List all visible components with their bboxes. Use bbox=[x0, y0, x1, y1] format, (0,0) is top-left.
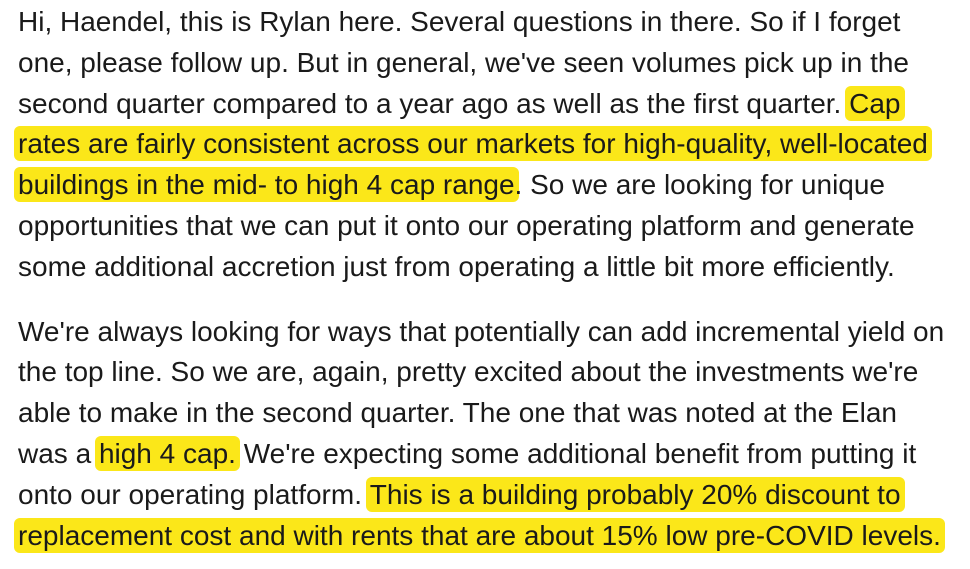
highlighted-text: Cap bbox=[845, 85, 905, 121]
text-line: rates are fairly consistent across our m… bbox=[14, 124, 968, 165]
paragraph: Hi, Haendel, this is Rylan here. Several… bbox=[14, 2, 968, 288]
text-line: Hi, Haendel, this is Rylan here. Several… bbox=[18, 2, 968, 43]
text-line: second quarter compared to a year ago as… bbox=[18, 84, 968, 125]
highlighted-text: rates are fairly consistent across our m… bbox=[14, 126, 932, 162]
text-line: was a high 4 cap. We're expecting some a… bbox=[18, 434, 968, 475]
text-line: onto our operating platform. This is a b… bbox=[18, 475, 968, 516]
text-line: one, please follow up. But in general, w… bbox=[18, 43, 968, 84]
highlighted-text: buildings in the mid- to high 4 cap rang… bbox=[14, 167, 519, 203]
text-segment: the top line. So we are, again, pretty e… bbox=[18, 356, 919, 388]
text-line: buildings in the mid- to high 4 cap rang… bbox=[14, 165, 968, 206]
highlighted-text: replacement cost and with rents that are… bbox=[14, 517, 945, 553]
paragraph-gap bbox=[18, 288, 968, 312]
text-segment: able to make in the second quarter. The … bbox=[18, 397, 897, 429]
transcript-text: Hi, Haendel, this is Rylan here. Several… bbox=[14, 2, 968, 557]
text-segment: some additional accretion just from oper… bbox=[18, 250, 895, 282]
text-line: some additional accretion just from oper… bbox=[18, 247, 968, 288]
text-line: We're always looking for ways that poten… bbox=[18, 312, 968, 353]
text-line: replacement cost and with rents that are… bbox=[14, 516, 968, 557]
highlighted-text: This is a building probably 20% discount… bbox=[365, 476, 905, 512]
text-segment: one, please follow up. But in general, w… bbox=[18, 46, 909, 78]
paragraph: We're always looking for ways that poten… bbox=[14, 312, 968, 557]
text-segment: We're expecting some additional benefit … bbox=[235, 437, 917, 469]
text-segment: We're always looking for ways that poten… bbox=[18, 315, 945, 347]
text-line: able to make in the second quarter. The … bbox=[18, 393, 968, 434]
text-segment: opportunities that we can put it onto ou… bbox=[18, 209, 915, 241]
highlighted-text: high 4 cap. bbox=[94, 435, 240, 471]
text-segment: Hi, Haendel, this is Rylan here. Several… bbox=[18, 6, 901, 37]
text-line: opportunities that we can put it onto ou… bbox=[18, 206, 968, 247]
text-segment: . So we are looking for unique bbox=[514, 169, 885, 201]
text-segment: was a bbox=[18, 437, 99, 469]
text-segment: second quarter compared to a year ago as… bbox=[18, 87, 850, 119]
text-line: the top line. So we are, again, pretty e… bbox=[18, 352, 968, 393]
text-segment: onto our operating platform. bbox=[18, 478, 370, 510]
